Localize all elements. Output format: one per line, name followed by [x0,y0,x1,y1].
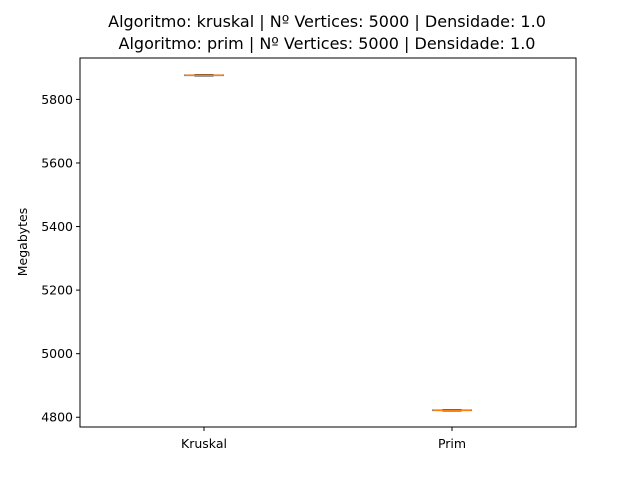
y-tick-label: 5800 [41,92,73,107]
x-axis-ticks: Kruskal Prim [181,427,466,451]
box-kruskal [184,74,224,77]
y-tick-label: 5200 [41,283,73,298]
x-tick-label: Prim [438,436,466,451]
y-axis-label: Megabytes [15,208,30,277]
box-prim [432,409,472,412]
x-tick-label: Kruskal [181,436,227,451]
y-axis-ticks: 4800 5000 5200 5400 5600 5800 [41,92,80,425]
boxes-group [184,74,472,412]
y-tick-label: 5600 [41,155,73,170]
plot-frame [79,57,577,428]
chart-title-line-1: Algoritmo: kruskal | Nº Vertices: 5000 |… [108,12,546,31]
y-tick-label: 4800 [41,410,73,425]
chart-title-line-2: Algoritmo: prim | Nº Vertices: 5000 | De… [119,34,536,53]
y-tick-label: 5400 [41,219,73,234]
y-tick-label: 5000 [41,346,73,361]
